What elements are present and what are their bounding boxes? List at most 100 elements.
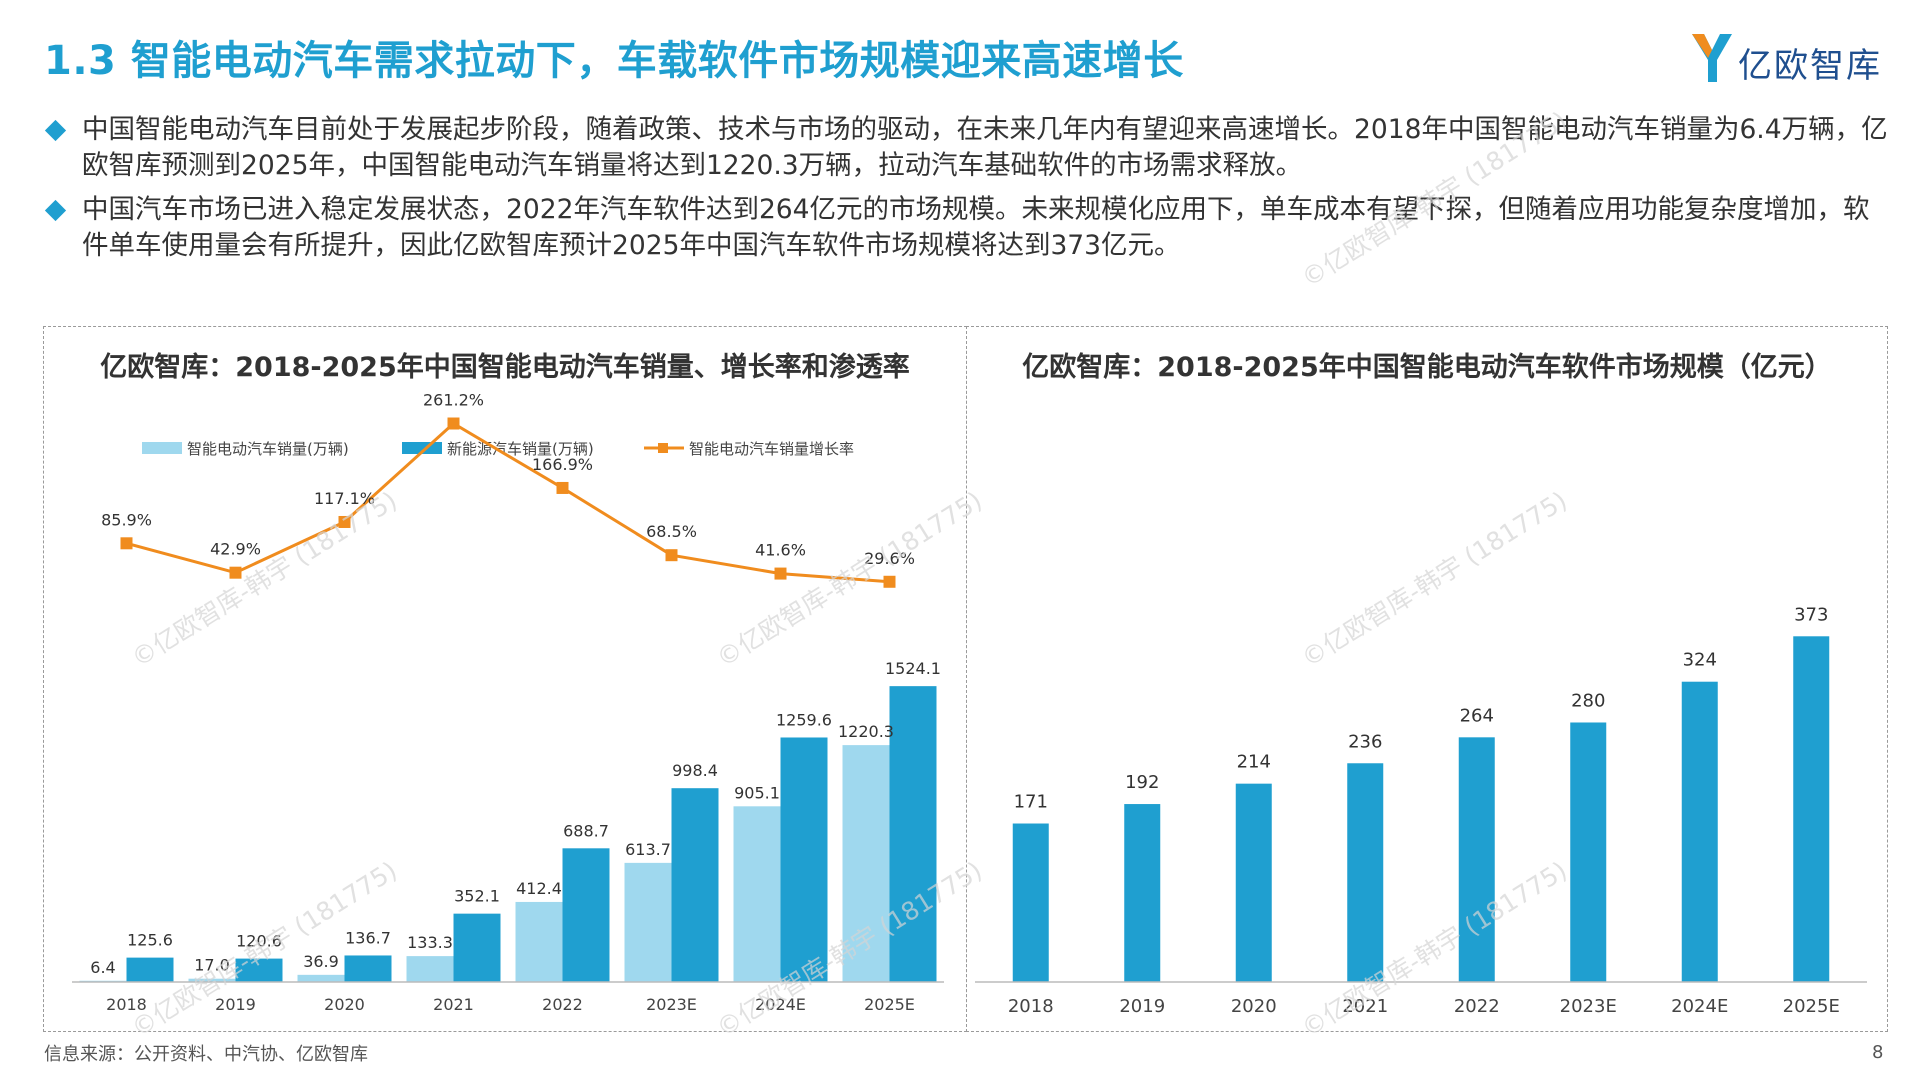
data-label: 1220.3 (838, 722, 894, 741)
legend-swatch-smart-ev (142, 442, 182, 454)
x-tick-label: 2024E (755, 995, 806, 1014)
data-label: 264 (1460, 705, 1494, 726)
bar-smart-ev (297, 974, 345, 982)
bar-software-market (1235, 783, 1272, 982)
legend-label: 智能电动汽车销量增长率 (689, 440, 854, 458)
x-tick-label: 2019 (215, 995, 256, 1014)
growth-rate-label: 261.2% (423, 391, 484, 410)
legend-marker-growth (658, 443, 668, 453)
growth-rate-label: 29.6% (864, 549, 915, 568)
bar-nev (126, 957, 174, 982)
x-tick-label: 2018 (106, 995, 147, 1014)
diamond-bullet-icon (44, 119, 67, 142)
diamond-bullet-icon (44, 199, 67, 222)
chart-panel-software: 亿欧智库：2018-2025年中国智能电动汽车软件市场规模（亿元） 171 201… (966, 326, 1888, 1032)
bar-nev (235, 958, 283, 982)
page-title: 1.3 智能电动汽车需求拉动下，车载软件市场规模迎来高速增长 (44, 38, 1184, 84)
bar-software-market (1793, 636, 1830, 982)
bar-nev (671, 788, 719, 982)
data-label: 905.1 (734, 783, 780, 802)
data-label: 133.3 (407, 933, 453, 952)
x-tick-label: 2020 (1231, 996, 1277, 1017)
x-tick-label: 2021 (433, 995, 474, 1014)
growth-rate-point (447, 417, 460, 430)
data-label: 280 (1571, 690, 1605, 711)
bullet-list: 中国智能电动汽车目前处于发展起步阶段，随着政策、技术与市场的驱动，在未来几年内有… (44, 112, 1894, 272)
growth-rate-point (883, 575, 896, 588)
data-label: 352.1 (454, 887, 500, 906)
bar-software-market (1012, 823, 1049, 982)
bullet-item: 中国汽车市场已进入稳定发展状态，2022年汽车软件达到264亿元的市场规模。未来… (44, 192, 1894, 264)
x-tick-label: 2022 (542, 995, 583, 1014)
x-tick-label: 2019 (1119, 996, 1165, 1017)
bar-software-market (1681, 681, 1718, 982)
x-tick-label: 2018 (1008, 996, 1054, 1017)
data-label: 214 (1237, 752, 1271, 773)
x-tick-label: 2025E (1783, 996, 1840, 1017)
growth-rate-point (774, 567, 787, 580)
page-number: 8 (1872, 1042, 1884, 1063)
bullet-text: 中国智能电动汽车目前处于发展起步阶段，随着政策、技术与市场的驱动，在未来几年内有… (82, 114, 1888, 181)
software-market-chart: 171 2018 192 2019 214 2020 236 2021 264 2022 280 20… (975, 604, 1867, 1017)
source-note: 信息来源：公开资料、中汽协、亿欧智库 (44, 1044, 368, 1065)
growth-rate-point (229, 566, 242, 579)
bar-smart-ev (624, 862, 672, 982)
bar-software-market (1570, 722, 1607, 982)
x-tick-label: 2021 (1342, 996, 1388, 1017)
logo-text: 亿欧智库 (1738, 46, 1882, 86)
growth-rate-label: 117.1% (314, 489, 375, 508)
bar-software-market (1347, 763, 1384, 982)
data-label: 120.6 (236, 932, 282, 951)
data-label: 324 (1683, 650, 1717, 671)
chart-panel-sales: 亿欧智库：2018-2025年中国智能电动汽车销量、增长率和渗透率 智能电动汽车… (43, 326, 967, 1032)
data-label: 36.9 (303, 952, 339, 971)
x-tick-label: 2020 (324, 995, 365, 1014)
logo-mark-icon (1692, 34, 1732, 82)
data-label: 1524.1 (885, 659, 941, 678)
bullet-item: 中国智能电动汽车目前处于发展起步阶段，随着政策、技术与市场的驱动，在未来几年内有… (44, 112, 1894, 184)
growth-rate-point (665, 549, 678, 562)
bar-software-market (1124, 804, 1161, 982)
data-label: 125.6 (127, 931, 173, 950)
bar-nev (344, 955, 392, 982)
x-tick-label: 2022 (1454, 996, 1500, 1017)
data-label: 192 (1125, 772, 1159, 793)
chart-title: 亿欧智库：2018-2025年中国智能电动汽车软件市场规模（亿元） (1022, 352, 1832, 383)
bar-nev (453, 913, 501, 982)
data-label: 136.7 (345, 928, 391, 947)
bar-nev (562, 848, 610, 982)
growth-rate-point (338, 515, 351, 528)
bar-smart-ev (406, 956, 454, 982)
bar-nev (889, 686, 937, 982)
bullet-text: 中国汽车市场已进入稳定发展状态，2022年汽车软件达到264亿元的市场规模。未来… (82, 194, 1870, 261)
data-label: 6.4 (90, 958, 115, 977)
growth-rate-label: 42.9% (210, 540, 261, 559)
data-label: 998.4 (672, 761, 718, 780)
growth-rate-line (126, 421, 890, 584)
growth-rate-label: 166.9% (532, 455, 593, 474)
data-label: 236 (1348, 731, 1382, 752)
legend-label: 新能源汽车销量(万辆) (447, 440, 594, 458)
growth-rate-point (120, 537, 133, 550)
bar-smart-ev (515, 901, 563, 982)
logo: 亿欧智库 (1690, 28, 1890, 88)
growth-rate-label: 41.6% (755, 541, 806, 560)
data-label: 373 (1794, 604, 1828, 625)
legend-label: 智能电动汽车销量(万辆) (187, 440, 349, 458)
x-tick-label: 2023E (646, 995, 697, 1014)
x-tick-label: 2023E (1560, 996, 1617, 1017)
legend-swatch-nev (402, 442, 442, 454)
chart-title: 亿欧智库：2018-2025年中国智能电动汽车销量、增长率和渗透率 (100, 352, 910, 383)
sales-chart: 智能电动汽车销量(万辆) 新能源汽车销量(万辆) 智能电动汽车销量增长率 6.4 125… (72, 391, 944, 1014)
data-label: 412.4 (516, 879, 562, 898)
x-tick-label: 2024E (1671, 996, 1728, 1017)
bar-smart-ev (842, 745, 890, 982)
growth-rate-point (556, 481, 569, 494)
x-tick-label: 2025E (864, 995, 915, 1014)
data-label: 17.0 (194, 956, 230, 975)
bar-software-market (1458, 737, 1495, 982)
data-label: 171 (1014, 792, 1048, 813)
growth-rate-label: 68.5% (646, 522, 697, 541)
data-label: 688.7 (563, 821, 609, 840)
data-label: 613.7 (625, 840, 671, 859)
